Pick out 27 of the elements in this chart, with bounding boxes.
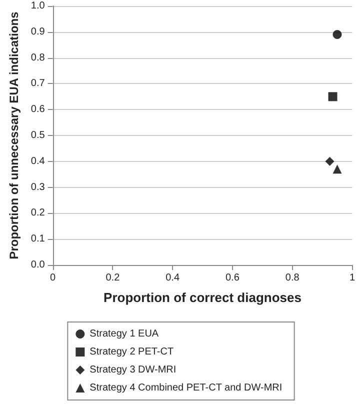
y-tick-label: 0.1 (30, 234, 46, 245)
x-axis-title: Proportion of correct diagnoses (104, 290, 302, 305)
y-tick-label: 0.2 (30, 208, 46, 219)
legend-label: Strategy 4 Combined PET-CT and DW-MRI (90, 382, 282, 394)
y-tick-label: 0.5 (30, 130, 46, 141)
y-tick-label: 0.7 (30, 78, 46, 90)
x-tick-label: 0.6 (226, 272, 240, 284)
y-tick-label: 0.8 (30, 52, 46, 64)
x-tick-label: 1 (349, 272, 356, 284)
y-axis-title: Proportion of unnecessary EUA indications (7, 11, 21, 260)
point (325, 156, 334, 166)
legend-label: Strategy 3 DW-MRI (90, 364, 176, 376)
y-tick-label: 0.9 (30, 26, 46, 38)
legend-label: Strategy 1 EUA (90, 328, 159, 340)
y-tick-label: 0.0 (30, 260, 46, 270)
x-tick-label: 0.4 (166, 272, 180, 284)
y-tick-label: 1.0 (30, 0, 46, 12)
x-tick-label: 0 (50, 272, 56, 284)
legend-label: Strategy 2 PET-CT (90, 346, 174, 358)
point (332, 30, 342, 39)
y-tick-label: 0.6 (30, 104, 46, 116)
x-tick-label: 0.8 (285, 272, 300, 284)
point (328, 92, 338, 102)
y-tick-label: 0.3 (30, 182, 46, 193)
x-tick-label: 0.2 (106, 272, 120, 284)
point (332, 164, 342, 174)
y-tick-label: 0.4 (30, 156, 46, 167)
